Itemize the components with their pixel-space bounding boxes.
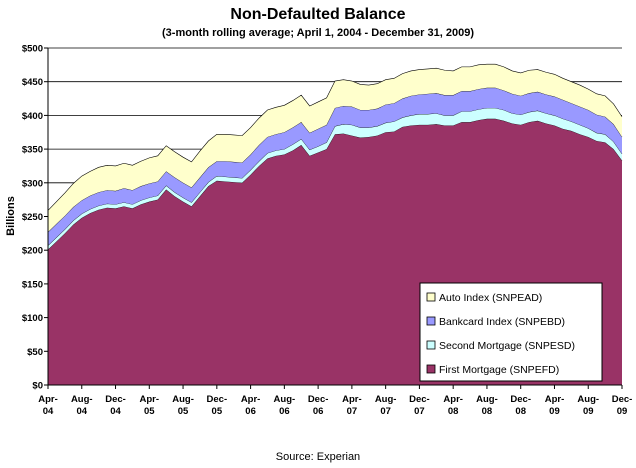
y-tick-label: $500 [22,44,43,55]
x-tick-label: Apr- [241,394,261,405]
y-tick-label: $300 [22,178,43,189]
area-bankcard-index-snpebd [48,87,622,246]
x-tick-label-year: 05 [212,406,223,417]
area-second-mortgage-snpesd [48,107,622,250]
x-tick-label-year: 07 [347,406,358,417]
x-tick-label: Dec- [207,394,228,405]
legend-label: Second Mortgage (SNPESD) [439,340,575,352]
x-tick-label: Apr- [443,394,463,405]
x-tick-label: Dec- [409,394,430,405]
x-axis-ticks: Apr-04Aug-04Dec-04Apr-05Aug-05Dec-05Apr-… [38,385,632,417]
x-tick-label-year: 07 [380,406,391,417]
x-tick-label: Dec- [308,394,329,405]
source-note: Source: Experian [275,451,361,463]
legend-swatch [426,292,436,302]
x-tick-label: Aug- [71,394,93,405]
x-tick-label-year: 04 [110,406,121,417]
legend-label: First Mortgage (SNPEFD) [439,364,559,376]
y-tick-label: $450 [22,77,43,88]
x-tick-label-year: 09 [583,406,594,417]
x-tick-label-year: 05 [144,406,155,417]
y-axis-ticks: $0 $50 $100 $150 $200 $250 $300 $350 $400 $450 $50… [22,44,48,392]
y-tick-label: $0 [32,381,43,392]
legend-label: Bankcard Index (SNPEBD) [439,316,565,328]
legend-swatch [426,364,436,374]
x-tick-label-year: 06 [313,406,324,417]
x-tick-label: Aug- [476,394,498,405]
y-tick-label: $400 [22,111,43,122]
area-auto-index-snpead [48,64,622,233]
y-tick-label: $350 [22,145,43,156]
legend: Auto Index (SNPEAD) Bankcard Index (SNPEB… [419,282,603,382]
y-tick-label: $250 [22,212,43,223]
area-outline [47,63,623,211]
x-tick-label-year: 07 [414,406,425,417]
x-tick-label-year: 04 [76,406,87,417]
x-tick-label: Apr- [342,394,362,405]
x-tick-label-year: 09 [549,406,560,417]
x-tick-label: Aug- [375,394,397,405]
x-tick-label: Aug- [172,394,194,405]
x-tick-label-year: 09 [617,406,628,417]
y-axis-label: Billions [5,196,17,236]
legend-swatch [426,316,436,326]
legend-box [419,282,603,382]
y-tick-label: $50 [27,347,43,358]
y-tick-label: $100 [22,313,43,324]
x-tick-label: Apr- [140,394,160,405]
legend-label: Auto Index (SNPEAD) [439,292,542,304]
x-tick-label-year: 08 [515,406,526,417]
x-tick-label: Apr- [38,394,58,405]
chart-subtitle: (3-month rolling average; April 1, 2004 … [162,27,474,39]
x-tick-label-year: 08 [482,406,493,417]
x-tick-label: Aug- [577,394,599,405]
x-tick-label: Dec- [105,394,126,405]
x-tick-label: Apr- [545,394,565,405]
x-tick-label: Dec- [510,394,531,405]
x-tick-label-year: 05 [178,406,189,417]
x-tick-label: Dec- [612,394,633,405]
x-tick-label-year: 08 [448,406,459,417]
chart-title: Non-Defaulted Balance [230,6,406,23]
x-tick-label-year: 06 [245,406,256,417]
y-tick-label: $200 [22,246,43,257]
y-tick-label: $150 [22,279,43,290]
legend-swatch [426,340,436,350]
x-tick-label-year: 06 [279,406,290,417]
x-tick-label-year: 04 [43,406,54,417]
x-tick-label: Aug- [274,394,296,405]
